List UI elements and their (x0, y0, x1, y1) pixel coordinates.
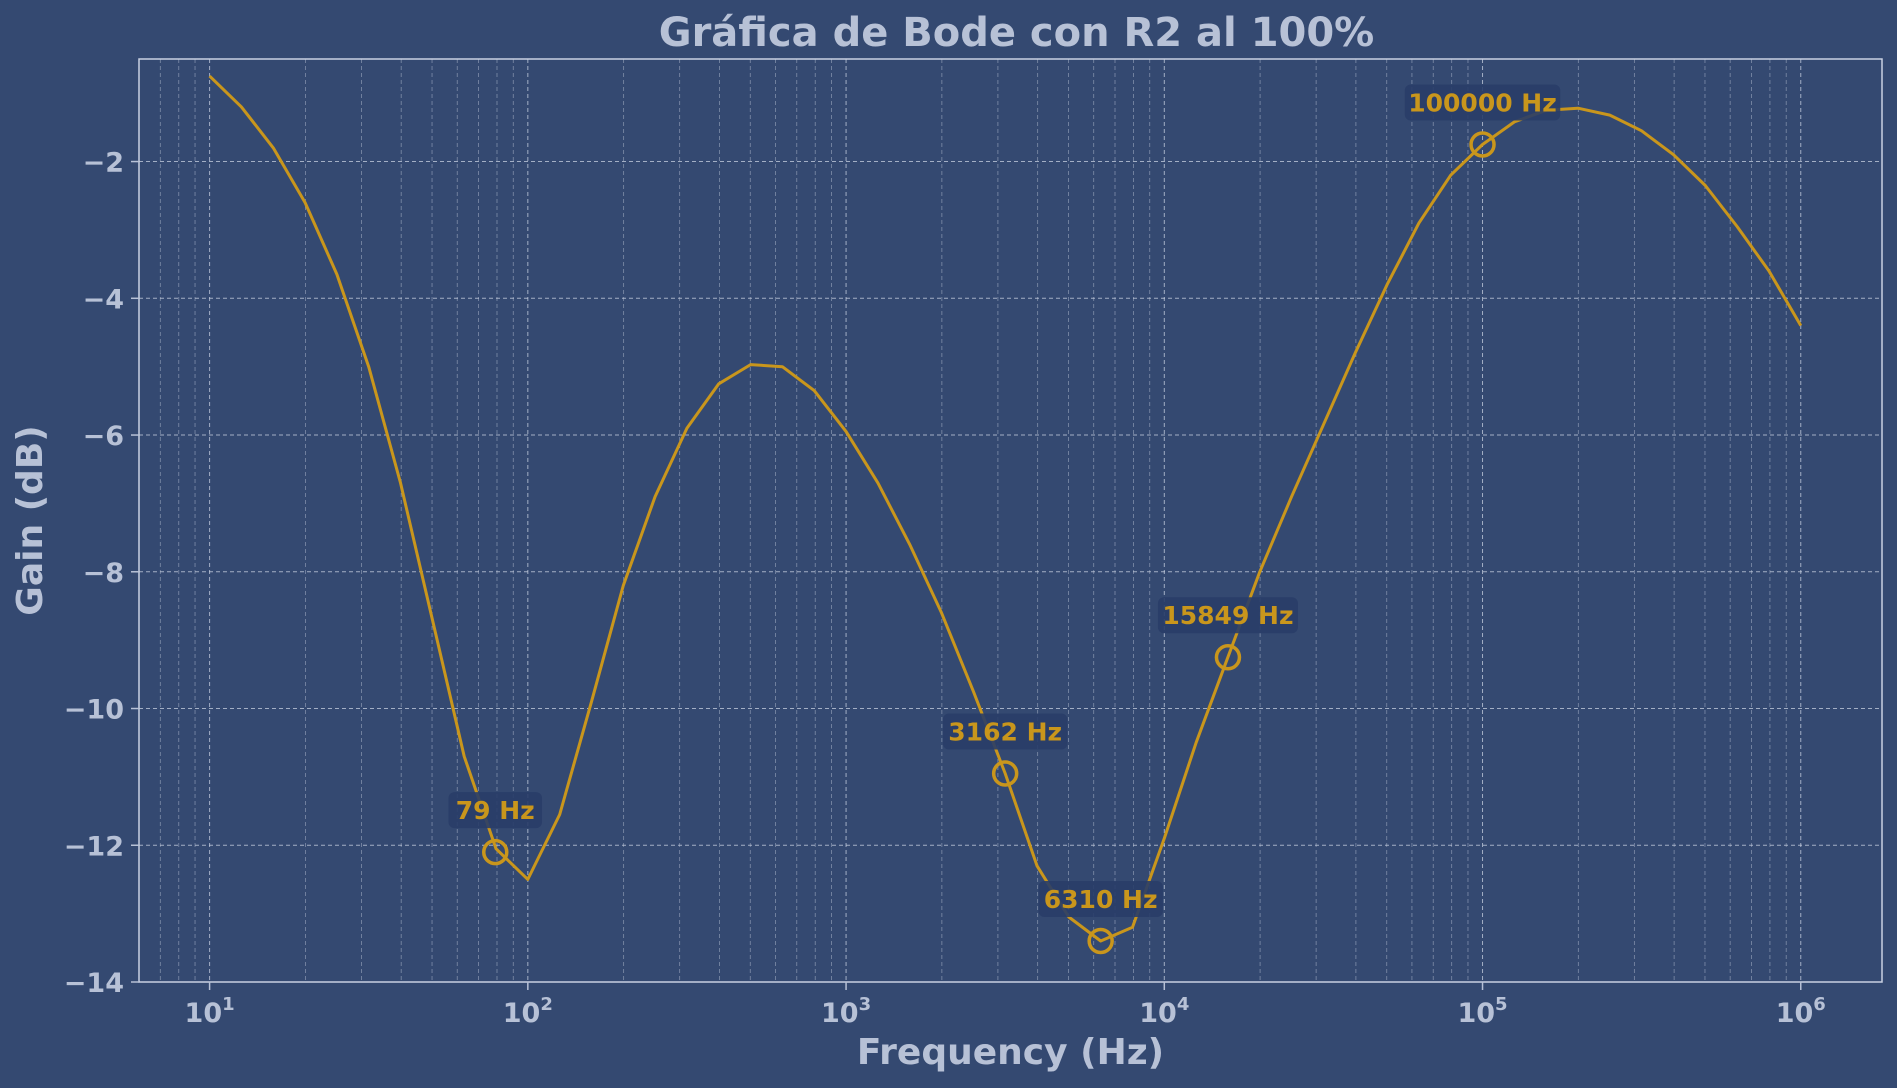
y-tick-label: −6 (83, 421, 124, 452)
annotation-box (1404, 84, 1561, 121)
y-tick-label: −8 (83, 558, 124, 589)
annotation-markers: 79 Hz 3162 Hz 6310 Hz 15849 Hz 100000 Hz (448, 84, 1561, 955)
plot-frame (138, 58, 1883, 983)
y-tick-label: −14 (64, 968, 124, 999)
x-tick-label: 101 (185, 994, 235, 1029)
x-tick-label: 103 (821, 994, 871, 1029)
annotation-box (448, 792, 543, 829)
annotation-box (1157, 597, 1298, 634)
annotation: 3162 Hz (942, 713, 1068, 787)
y-tick-label: −4 (83, 284, 124, 315)
x-tick-label: 106 (1776, 994, 1826, 1029)
annotation-label: 79 Hz (456, 796, 535, 825)
y-tick-label: −2 (83, 148, 124, 179)
x-tick-label: 105 (1457, 994, 1507, 1029)
marker-point (1087, 927, 1114, 955)
annotation-box (1038, 880, 1163, 917)
x-axis-label: Frequency (Hz) (857, 1032, 1164, 1073)
annotation-label: 100000 Hz (1408, 88, 1557, 117)
annotation: 79 Hz (448, 792, 543, 866)
annotation: 15849 Hz (1157, 597, 1298, 671)
marker-point (991, 760, 1019, 787)
marker-point (1469, 131, 1496, 158)
annotation-label: 3162 Hz (948, 717, 1062, 746)
y-axis-label: Gain (dB) (10, 425, 51, 615)
axis-ticks: 101 102 103 104 105 106 −2 −4 −6 −8 −10 −12 −14 (64, 148, 1826, 1029)
x-tick-label: 102 (503, 994, 553, 1029)
marker-point (1214, 643, 1242, 671)
y-tick-label: −10 (64, 695, 124, 726)
x-tick-label: 104 (1139, 994, 1189, 1029)
annotation-label: 15849 Hz (1162, 601, 1293, 630)
chart-title: Gráfica de Bode con R2 al 100% (659, 10, 1375, 56)
y-tick-label: −12 (64, 831, 124, 862)
marker-point (482, 838, 509, 866)
annotation: 100000 Hz (1404, 84, 1561, 158)
annotation: 6310 Hz (1038, 880, 1163, 955)
annotation-label: 6310 Hz (1044, 885, 1158, 914)
annotation-box (942, 713, 1068, 750)
